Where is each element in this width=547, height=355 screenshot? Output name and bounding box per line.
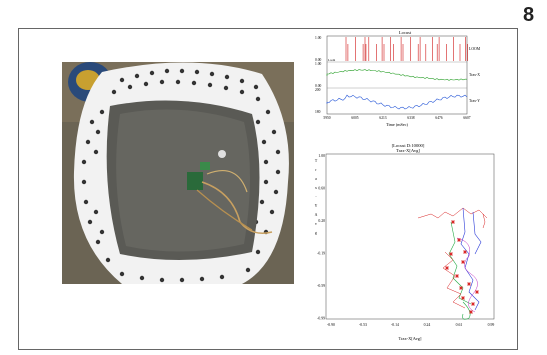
xy-ylabel-letter: - xyxy=(315,195,317,199)
xy-ytick: 0.60 xyxy=(318,187,325,191)
xy-ylabel-letter: A xyxy=(315,213,318,217)
ts-xtick: 6607 xyxy=(463,116,470,120)
ts-xtick: 5950 xyxy=(323,116,330,120)
xy-ylabel-letter: Y xyxy=(315,204,318,208)
trajectory-segment xyxy=(442,251,466,309)
trajectory-segment xyxy=(462,301,471,320)
xy-xtick: -0.90 xyxy=(327,323,335,327)
loom-marker xyxy=(461,260,465,264)
trajectory-segment xyxy=(456,237,478,313)
row1-ytop: 1.00 xyxy=(315,36,321,40)
xy-ylabel-letter: r xyxy=(315,168,317,172)
trax-y-series xyxy=(326,94,468,110)
xy-ylabel-letter: T xyxy=(315,159,318,163)
trajectory-segment xyxy=(482,213,486,229)
loom-marker xyxy=(445,266,449,270)
loom-marker xyxy=(461,296,465,300)
row3-ytop: 200 xyxy=(315,88,321,92)
loom-marker xyxy=(449,252,453,256)
loom-marker xyxy=(455,274,459,278)
xy-ylabel-letter: x xyxy=(315,186,317,190)
loom-marker xyxy=(463,250,467,254)
xy-xtick: 0.61 xyxy=(456,323,463,327)
xy-ytick: 1.00 xyxy=(318,154,325,158)
loom-marker xyxy=(451,220,455,224)
arena-photo xyxy=(62,62,294,284)
ts-title: Locust xyxy=(399,30,412,35)
xy-xtick: -0.53 xyxy=(359,323,367,327)
xy-xtick: -0.14 xyxy=(391,323,399,327)
xy-xtick: 0.99 xyxy=(488,323,495,327)
loom-marker xyxy=(467,282,471,286)
xy-ytick: -0.19 xyxy=(317,252,325,256)
xy-ylabel-letter: g xyxy=(315,231,317,235)
ts-xtick: 6213 xyxy=(379,116,386,120)
loom-marker xyxy=(475,290,479,294)
xy-xlabel: Trax-X[Avg] xyxy=(399,336,422,341)
ts-xlabel: Time (mSec) xyxy=(386,122,408,127)
row2-label: Trax-X xyxy=(469,73,480,77)
timeseries-plot: Locust 1.00 0.00 1.00 0.00 200 180 LOOM … xyxy=(313,30,495,130)
xy-plot: [Locust D:10000] Trax-X[Avg] 1.00 0.60 0.2… xyxy=(313,142,503,342)
trax-x-series xyxy=(326,69,467,81)
row3-ybot: 180 xyxy=(315,110,321,114)
row1-label: LOOM xyxy=(469,47,481,51)
xy-title-2: Trax-X[Avg] xyxy=(396,148,420,153)
loom-marker xyxy=(471,302,475,306)
loom-marker xyxy=(457,238,461,242)
row3-label: Trax-Y xyxy=(469,99,480,103)
trajectory-segment xyxy=(448,221,472,305)
row2-ytop: 1.00 xyxy=(315,62,321,66)
trajectory-segment xyxy=(417,207,488,219)
xy-ylabel-letter: a xyxy=(315,177,317,181)
ts-xtick: 6476 xyxy=(435,116,442,120)
ts-xtick: 6005 xyxy=(351,116,358,120)
loom-marker xyxy=(459,286,463,290)
loom-marker xyxy=(469,310,473,314)
xy-ytick: -0.99 xyxy=(317,317,325,321)
ts-xtick: 6338 xyxy=(407,116,414,120)
trajectory-segment xyxy=(472,211,482,255)
row2-ybot: 0.00 xyxy=(315,84,321,88)
xy-ytick: 0.20 xyxy=(318,219,325,223)
page-number: 8 xyxy=(523,4,535,26)
robot xyxy=(187,150,273,234)
arena-photo-image xyxy=(62,62,294,284)
xy-xtick: 0.24 xyxy=(424,323,431,327)
xy-ylabel-letter: v xyxy=(315,222,317,226)
loom-inline-label: Loom xyxy=(328,58,336,62)
xy-ytick: -0.59 xyxy=(317,284,325,288)
trajectory-segment xyxy=(460,207,480,311)
row1-ybot: 0.00 xyxy=(315,58,321,62)
xy-title-1: [Locust D:10000] xyxy=(392,143,425,148)
